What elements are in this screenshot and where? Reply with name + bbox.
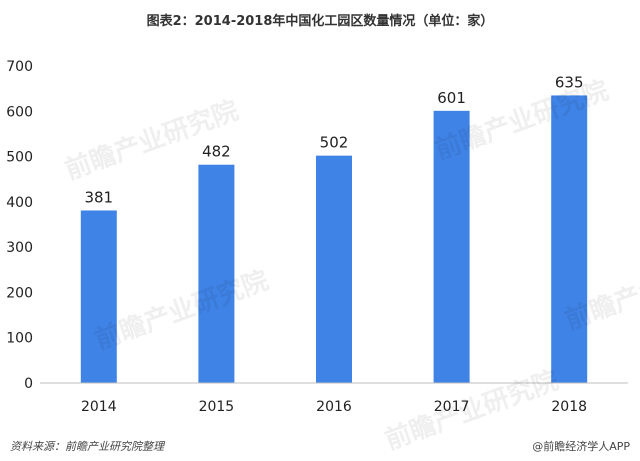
bar [316,155,352,383]
chart-title: 图表2：2014-2018年中国化工园区数量情况（单位：家） [146,14,494,29]
brand-credit: @前瞻经济学人APP [532,440,630,453]
y-tick-label: 100 [6,331,33,347]
bar [80,210,117,383]
x-tick-label: 2016 [316,399,352,415]
bar [551,95,588,383]
bar [198,164,235,383]
x-tick-label: 2014 [81,399,117,415]
bar [433,110,470,383]
x-tick-label: 2015 [199,399,235,415]
data-label: 502 [320,134,349,152]
y-tick-label: 200 [6,285,33,301]
y-tick-label: 600 [6,104,33,120]
data-label: 482 [202,143,231,161]
y-tick-label: 400 [6,195,33,211]
y-tick-label: 0 [24,376,33,392]
data-label: 601 [437,89,466,107]
y-tick-label: 300 [6,240,33,256]
y-tick-label: 700 [6,59,33,75]
data-label: 635 [555,73,584,91]
y-tick-label: 500 [6,150,33,166]
x-tick-label: 2017 [434,399,470,415]
x-tick-label: 2018 [551,399,587,415]
data-label: 381 [84,188,113,206]
source-note: 资料来源：前瞻产业研究院整理 [10,440,164,453]
